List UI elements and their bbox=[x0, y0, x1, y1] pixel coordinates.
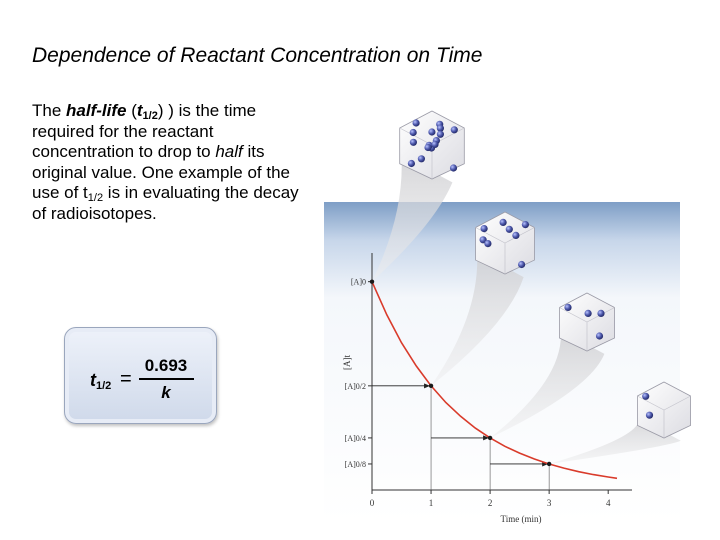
formula-equals: = bbox=[120, 368, 132, 390]
y-tick-label: [A]0 bbox=[351, 278, 366, 287]
particle bbox=[424, 143, 432, 152]
y-tick-label: [A]0/2 bbox=[345, 382, 366, 391]
particle-cube bbox=[399, 110, 465, 180]
particle bbox=[484, 240, 492, 248]
particle bbox=[512, 231, 520, 239]
half-word: half bbox=[215, 142, 243, 161]
y-tick-label: [A]0/8 bbox=[345, 460, 366, 469]
half-life-point bbox=[487, 435, 493, 441]
body-text-1: The bbox=[32, 101, 67, 120]
particle bbox=[480, 225, 488, 233]
arrow-head bbox=[424, 383, 431, 389]
decay-curve bbox=[371, 281, 618, 480]
particle bbox=[499, 218, 507, 226]
x-axis-label: Time (min) bbox=[501, 514, 542, 524]
y-axis-label: [A]t bbox=[342, 355, 352, 370]
x-tick-label: 0 bbox=[370, 498, 375, 508]
half-life-symbol: t bbox=[136, 101, 143, 120]
formula-t: t bbox=[90, 370, 96, 390]
particle bbox=[642, 392, 650, 400]
half-life-subscript: 1/2 bbox=[142, 110, 158, 122]
particle bbox=[584, 309, 592, 317]
particle bbox=[597, 309, 605, 317]
body-text-5: is in evaluating the decay of radioisoto… bbox=[32, 183, 299, 223]
body-paragraph: The half-life (t1/2) ) is the time requi… bbox=[32, 101, 299, 223]
y-tick-label: [A]0/4 bbox=[345, 434, 366, 443]
particle bbox=[595, 332, 604, 340]
funnel-shape bbox=[490, 330, 605, 438]
particle bbox=[505, 225, 513, 233]
particle bbox=[431, 140, 439, 148]
particle bbox=[409, 128, 417, 137]
half-life-formula-box: t1/2 = 0.693 k bbox=[64, 327, 217, 424]
particle bbox=[417, 155, 425, 163]
particle bbox=[428, 128, 436, 136]
chart-marks bbox=[369, 279, 618, 490]
particle bbox=[450, 126, 458, 134]
particle bbox=[436, 130, 444, 138]
particle-cube bbox=[475, 211, 535, 275]
arrow-head bbox=[483, 435, 490, 441]
particle bbox=[521, 221, 530, 229]
x-tick-label: 3 bbox=[547, 498, 552, 508]
x-tick-label: 1 bbox=[429, 498, 434, 508]
formula-lhs: t1/2 bbox=[90, 370, 112, 392]
particle bbox=[645, 411, 654, 419]
slide-title: Dependence of Reactant Concentration on … bbox=[32, 44, 483, 67]
particle bbox=[564, 303, 572, 311]
particle bbox=[407, 159, 415, 168]
t-half-subscript: 1/2 bbox=[87, 192, 104, 204]
formula-numerator: 0.693 bbox=[144, 356, 188, 375]
particle bbox=[409, 138, 417, 146]
formula-denominator: k bbox=[161, 383, 171, 402]
particle bbox=[479, 236, 487, 244]
body-text-4: its original value. One example of the u… bbox=[32, 142, 290, 202]
fraction-bar bbox=[139, 378, 194, 380]
half-life-point bbox=[546, 461, 552, 467]
particle-cubes bbox=[399, 110, 691, 439]
x-tick-label: 4 bbox=[606, 498, 611, 508]
half-life-term: half-life bbox=[66, 101, 127, 120]
chart-axes: 0 1 2 3 4 Time (min) [A]t [A]0 [A]0/2 [A]0/4 [A]0/… bbox=[342, 253, 632, 524]
particle bbox=[518, 260, 526, 269]
funnel-shape bbox=[431, 252, 524, 386]
particle-cube bbox=[559, 292, 615, 352]
body-text-2: ( bbox=[126, 101, 137, 120]
particle bbox=[412, 119, 420, 127]
formula-subscript: 1/2 bbox=[96, 380, 112, 392]
particle bbox=[449, 164, 458, 172]
half-life-point bbox=[369, 279, 375, 284]
x-tick-label: 2 bbox=[488, 498, 493, 508]
particle bbox=[436, 124, 444, 132]
half-life-point bbox=[428, 383, 434, 389]
body-text-3: ) is the time required for the reactant … bbox=[32, 101, 257, 161]
funnel-shape bbox=[372, 155, 453, 282]
particle-cube bbox=[637, 381, 691, 439]
